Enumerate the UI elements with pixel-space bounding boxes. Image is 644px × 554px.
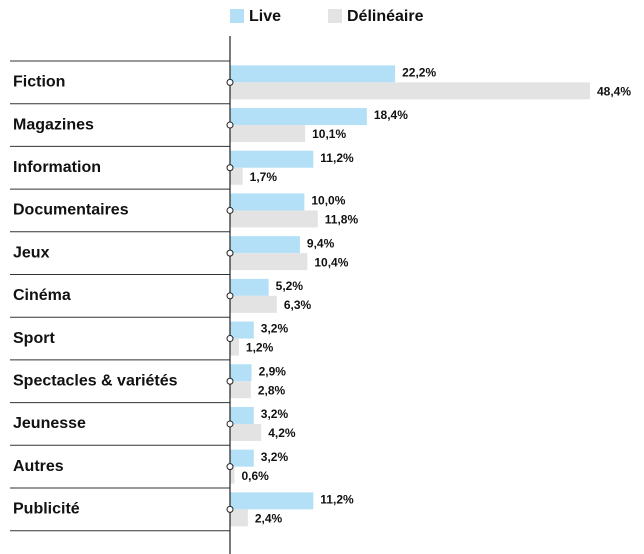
axis-marker xyxy=(226,292,234,300)
category-label: Information xyxy=(13,159,101,176)
axis-marker xyxy=(226,420,234,428)
value-label: 10,0% xyxy=(311,194,345,208)
category-label: Publicité xyxy=(13,501,80,518)
bar xyxy=(230,338,239,356)
axis-marker xyxy=(226,206,234,214)
bar xyxy=(230,253,308,271)
value-label: 2,4% xyxy=(255,512,283,526)
axis-marker xyxy=(226,463,234,471)
category-label: Sport xyxy=(13,330,55,347)
value-label: 1,2% xyxy=(246,341,274,355)
bar xyxy=(230,193,305,211)
value-label: 11,8% xyxy=(325,213,359,227)
bar xyxy=(230,381,251,399)
legend-swatch xyxy=(328,9,342,23)
bar xyxy=(230,364,252,382)
bar xyxy=(230,492,314,510)
bar xyxy=(230,423,262,441)
bar xyxy=(230,278,269,296)
category-label: Cinéma xyxy=(13,287,71,304)
bar xyxy=(230,108,367,126)
value-label: 10,4% xyxy=(314,255,348,269)
value-label: 48,4% xyxy=(597,85,631,99)
category-label: Autres xyxy=(13,458,64,475)
category-label: Jeux xyxy=(13,244,50,261)
legend-swatch xyxy=(230,9,244,23)
bar xyxy=(230,509,248,527)
value-label: 9,4% xyxy=(307,236,335,250)
value-label: 2,9% xyxy=(259,364,287,378)
axis-marker xyxy=(226,164,234,172)
bar xyxy=(230,295,277,313)
bar xyxy=(230,236,300,254)
bar xyxy=(230,65,396,83)
axis-marker xyxy=(226,121,234,129)
value-label: 3,2% xyxy=(261,322,289,336)
bar xyxy=(230,406,254,424)
legend-label: Délinéaire xyxy=(347,8,424,25)
value-label: 11,2% xyxy=(320,151,354,165)
axis-marker xyxy=(226,78,234,86)
bar xyxy=(230,150,314,168)
category-label: Spectacles & variétés xyxy=(13,372,178,389)
value-label: 10,1% xyxy=(312,127,346,141)
category-label: Documentaires xyxy=(13,202,129,219)
category-label: Jeunesse xyxy=(13,415,86,432)
value-label: 3,2% xyxy=(261,450,289,464)
bar xyxy=(230,449,254,467)
value-label: 11,2% xyxy=(320,493,354,507)
value-label: 2,8% xyxy=(258,383,286,397)
bar xyxy=(230,321,254,339)
value-label: 3,2% xyxy=(261,407,289,421)
value-label: 6,3% xyxy=(284,298,312,312)
axis-marker xyxy=(226,249,234,257)
bar xyxy=(230,466,235,484)
axis-marker xyxy=(226,335,234,343)
value-label: 22,2% xyxy=(402,66,436,80)
bar xyxy=(230,210,318,228)
value-label: 0,6% xyxy=(241,469,269,483)
bar xyxy=(230,82,590,100)
value-label: 5,2% xyxy=(276,279,304,293)
category-label: Magazines xyxy=(13,116,94,133)
axis-marker xyxy=(226,377,234,385)
bar xyxy=(230,125,306,143)
legend-label: Live xyxy=(249,8,281,25)
bar xyxy=(230,167,243,185)
value-label: 1,7% xyxy=(250,170,278,184)
category-label: Fiction xyxy=(13,74,65,91)
axis-marker xyxy=(226,505,234,513)
value-label: 4,2% xyxy=(268,426,296,440)
value-label: 18,4% xyxy=(374,108,408,122)
